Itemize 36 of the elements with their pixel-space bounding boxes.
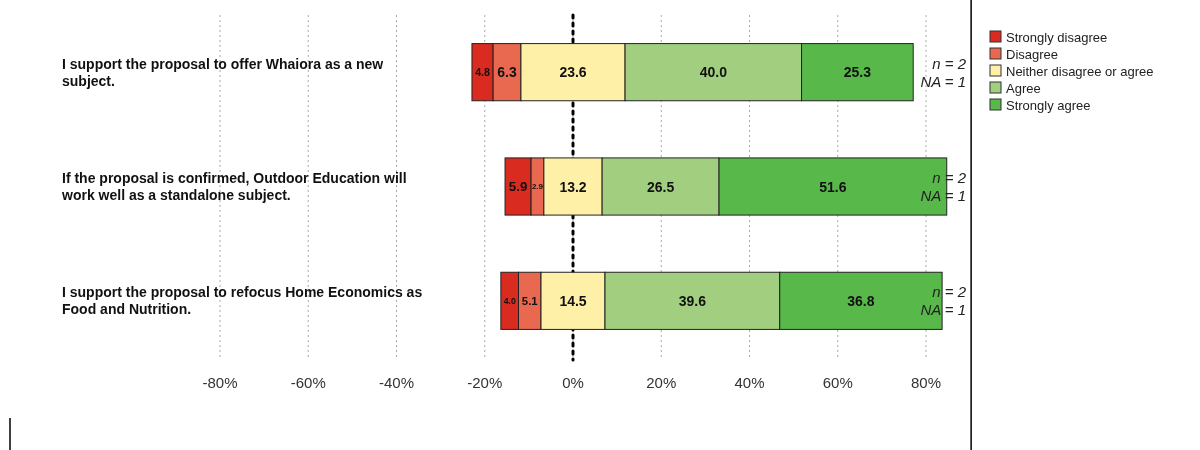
data-label: 4.0 [503, 295, 516, 306]
y-tick-label: I support the proposal to refocus Home Economics as Food and Nutrition. [62, 284, 423, 318]
data-label: 23.6 [559, 64, 587, 81]
data-label: 2.9 [531, 182, 544, 191]
y-tick-label: If the proposal is confirmed, Outdoor Education will work well as a standalone subject. [61, 170, 407, 203]
data-label: 14.5 [559, 292, 587, 309]
legend-label: Agree [1006, 80, 1041, 96]
data-label: 25.3 [843, 64, 872, 81]
legend-label: Neither disagree or agree [1006, 63, 1154, 79]
x-tick-label: 20% [646, 374, 677, 391]
legend-label: Strongly agree [1006, 97, 1091, 113]
legend-label: Disagree [1006, 46, 1059, 62]
x-tick-label: -80% [202, 374, 238, 391]
x-tick-label: 0% [562, 374, 584, 391]
data-label: 4.8 [475, 66, 491, 79]
annotation: NA = 1 [920, 72, 967, 90]
data-label: 51.6 [819, 178, 847, 195]
annotation: n = 2 [932, 54, 967, 72]
x-tick-label: 60% [822, 374, 853, 391]
x-tick-label: -20% [467, 374, 503, 391]
data-label: 40.0 [699, 64, 728, 81]
data-label: 5.1 [521, 294, 539, 307]
annotation: n = 2 [932, 283, 967, 301]
y-tick-label: I support the proposal to offer Whaiora as a new subject. [62, 55, 384, 89]
legend-label: Strongly disagree [1006, 29, 1108, 45]
x-tick-label: 80% [910, 374, 942, 391]
data-label: 26.5 [646, 178, 675, 195]
x-tick-label: -60% [290, 374, 326, 391]
data-label: 5.9 [508, 179, 528, 194]
data-label: 36.8 [847, 292, 875, 309]
annotation: NA = 1 [920, 301, 967, 319]
x-tick-label: -40% [378, 374, 415, 391]
x-tick-label: 40% [734, 374, 765, 391]
data-label: 39.6 [678, 292, 707, 309]
data-label: 6.3 [497, 64, 517, 81]
data-label: 13.2 [559, 178, 587, 195]
